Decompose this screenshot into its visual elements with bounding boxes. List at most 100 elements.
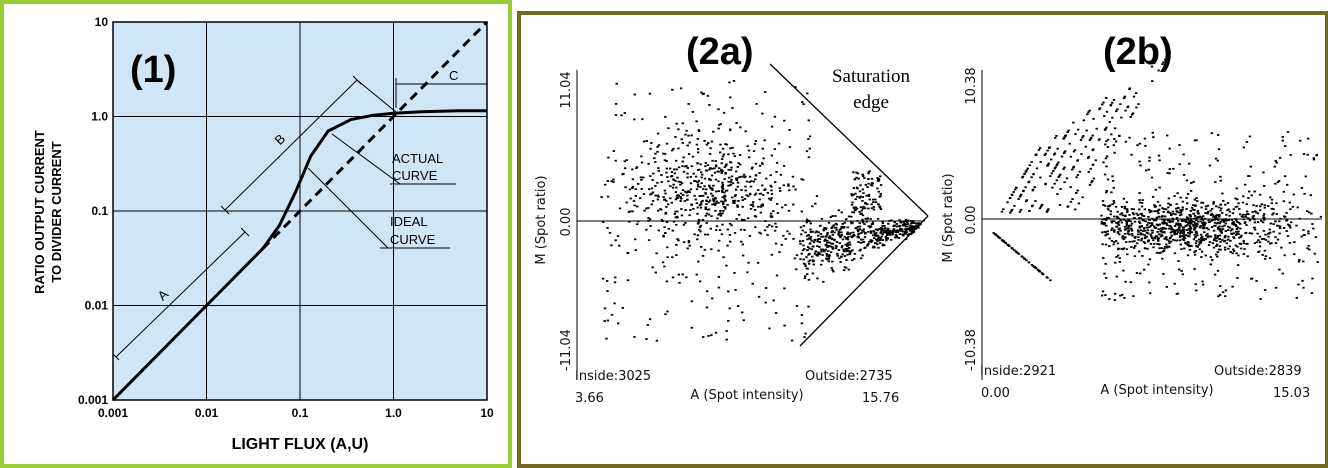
panel-2b-point: [1084, 145, 1088, 148]
panel-2a-point: [677, 273, 680, 276]
panel-2a-point: [899, 227, 902, 230]
panel-2b-point: [1253, 221, 1257, 224]
panel-2a-point: [724, 164, 728, 167]
panel-2a-point: [709, 167, 712, 169]
panel-2a-point: [656, 198, 660, 201]
panel-2b-point: [1154, 219, 1158, 222]
panel-2b-point: [1193, 222, 1197, 225]
panel-2b-point: [1187, 244, 1190, 246]
panel-2a-point: [756, 261, 760, 264]
panel-2b-point: [1110, 240, 1114, 242]
panel-2a-point: [773, 115, 777, 118]
panel-2a-point: [706, 208, 710, 211]
panel-2b-point: [1114, 261, 1117, 264]
panel-2a-point: [809, 231, 813, 233]
panel-2b-point: [1221, 212, 1224, 214]
panel-2b-point: [1133, 237, 1137, 239]
panel-2a-point: [617, 322, 620, 325]
panel-2a-point: [857, 241, 860, 243]
panel-2a-point: [852, 187, 856, 189]
panel-2a-point: [697, 151, 700, 154]
panel-2a-point: [717, 201, 720, 204]
panel-2a-point: [677, 128, 680, 131]
panel-2a-point: [704, 214, 707, 217]
panel-2b-point: [1170, 227, 1173, 229]
panel-2a-point: [762, 157, 765, 160]
panel-2b-point: [1087, 157, 1090, 159]
panel-2b-point: [1037, 149, 1041, 151]
panel-2a-point: [805, 235, 809, 237]
panel-2b-point: [1030, 161, 1033, 163]
panel-2b-point: [1195, 289, 1198, 292]
panel-2b-point: [1144, 220, 1148, 223]
panel-2b-point: [1017, 198, 1020, 200]
panel-2a-point: [741, 205, 744, 208]
panel-2b-point: [1217, 295, 1220, 298]
panel-2b-point: [1272, 212, 1275, 215]
panel-2b-point: [1216, 159, 1219, 162]
panel-2b-point: [1119, 103, 1122, 106]
panel-2a-point: [833, 238, 836, 241]
panel-2a-point: [705, 212, 709, 215]
panel-2b-point: [1033, 186, 1036, 188]
panel-2b-point: [1147, 263, 1150, 266]
panel-2a-point: [721, 202, 725, 205]
panel-2b-point: [1307, 232, 1310, 235]
panel-2b-point: [1204, 254, 1207, 257]
panel-2a-point: [660, 218, 663, 221]
panel-2a-point: [687, 241, 691, 244]
panel-2b-point: [1187, 227, 1191, 230]
panel-1-dimension-arrows: [112, 75, 487, 361]
panel-2b-point: [1181, 273, 1184, 276]
panel-2a-point: [741, 196, 744, 199]
panel-2b-point: [1242, 213, 1245, 216]
panel-2a-point: [674, 210, 677, 213]
panel-2a-point: [669, 185, 672, 187]
panel-2b-point: [1236, 226, 1240, 229]
panel-2a-point: [761, 203, 764, 206]
panel-2b-point: [1103, 204, 1107, 207]
panel-2b-point: [1189, 226, 1192, 229]
panel-2a-point: [665, 167, 668, 170]
panel-2b-point: [1129, 116, 1132, 118]
panel-2a-point: [645, 207, 648, 210]
panel-2b-point: [1215, 240, 1218, 242]
panel-2a-point: [723, 191, 726, 194]
panel-2b-point: [1000, 239, 1004, 241]
panel-2b-point: [1164, 58, 1167, 61]
panel-2a-point: [888, 220, 891, 222]
panel-2a-point: [688, 214, 691, 217]
panel-2a-point: [686, 172, 689, 175]
panel-2a-point: [666, 246, 669, 249]
panel-2a-point: [679, 87, 683, 90]
panel-2a-point: [657, 144, 661, 147]
panel-2a-point: [864, 202, 867, 205]
panel-2a-point: [803, 277, 807, 280]
panel-2b-point: [1302, 229, 1305, 231]
panel-2b-point: [1168, 246, 1171, 248]
panel-2a-point: [867, 207, 870, 210]
panel-2a-point: [874, 198, 877, 201]
panel-2b-point: [1091, 180, 1094, 182]
panel-2b-point: [1053, 152, 1057, 155]
panel-2a-point: [880, 235, 883, 238]
panel-2b-point: [1274, 182, 1277, 185]
panel-2b-point: [1169, 203, 1172, 206]
panel-2a-point: [877, 203, 880, 206]
panel-2b-point: [1158, 223, 1161, 226]
panel-2a-point: [744, 189, 747, 192]
panel-2a-point: [683, 190, 687, 193]
panel-2a-point: [806, 238, 809, 241]
panel-2a-point: [879, 184, 883, 186]
panel-2b-point: [1176, 206, 1180, 209]
panel-2a-point: [632, 200, 636, 202]
panel-2a-point: [862, 205, 865, 208]
panel-2b-y-tick-min: -10.38: [964, 329, 979, 371]
panel-2b-point: [1192, 238, 1196, 241]
panel-2a-point: [665, 142, 669, 145]
panel-2b-point: [1235, 228, 1239, 230]
panel-2a-point: [876, 177, 879, 179]
panel-2a-point: [752, 201, 755, 204]
panel-2b-point: [1255, 205, 1258, 207]
panel-2a-point: [770, 197, 773, 199]
